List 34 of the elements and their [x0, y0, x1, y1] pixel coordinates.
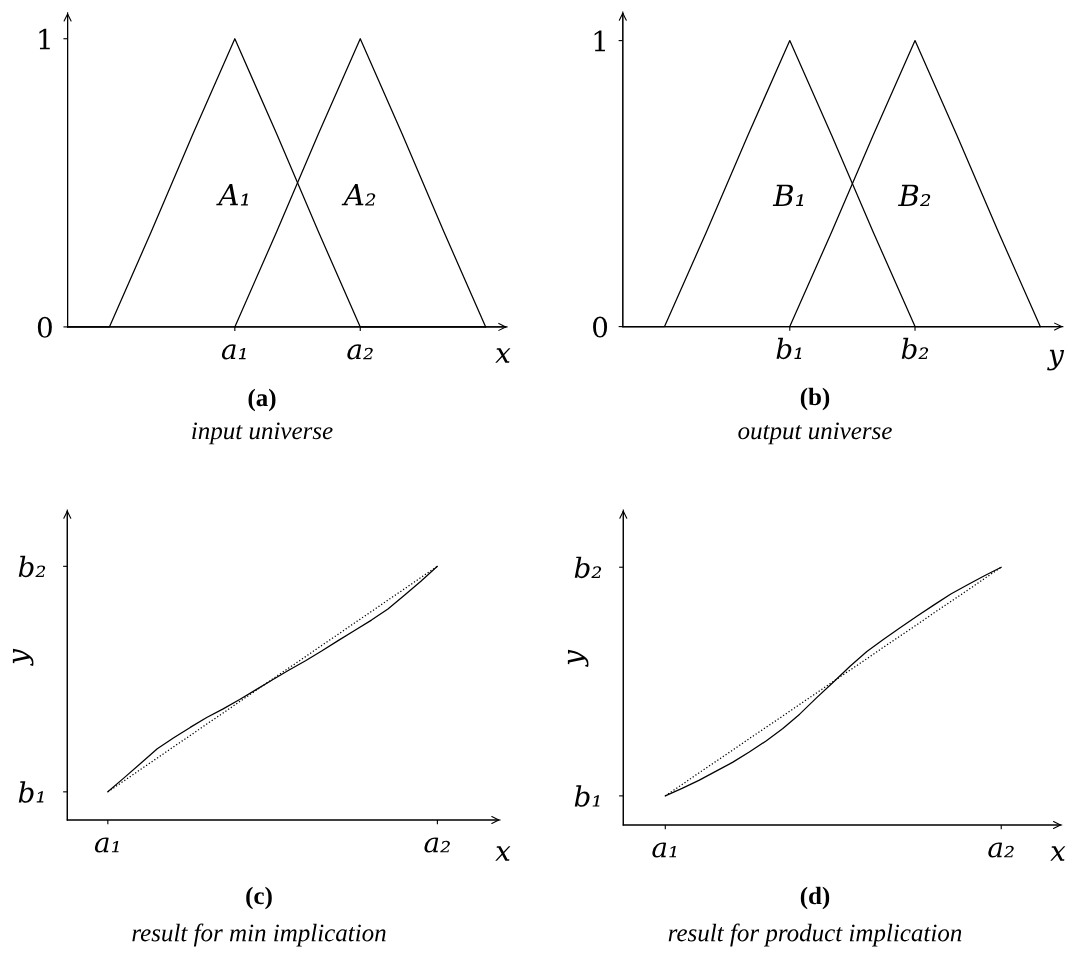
annotation: A₂ [341, 184, 376, 206]
x-tick-label: a₂ [347, 344, 373, 360]
y-tick-label: 0 [593, 316, 608, 338]
x-tick-label: a₁ [94, 837, 119, 853]
y-axis-title: y [567, 649, 589, 667]
text: b₂ [574, 556, 602, 579]
x-tick-label: a₁ [652, 842, 677, 858]
x-tick-label: b₂ [901, 337, 929, 360]
y-tick-label: 0 [37, 316, 52, 338]
x-axis-title: x [1050, 846, 1066, 861]
text: (a) [248, 388, 276, 412]
text: result for product implication [668, 923, 962, 947]
x-axis-title: x [495, 348, 511, 363]
text: output universe [738, 422, 892, 445]
text: (b) [800, 387, 830, 411]
x-axis-title: x [495, 846, 511, 861]
y-tick-label: 1 [39, 28, 50, 50]
text: result for min implication [132, 923, 386, 947]
x-tick-label: a₂ [424, 837, 450, 853]
text: input universe [192, 422, 333, 445]
text: b₁ [18, 781, 44, 803]
x-tick-label: b₁ [776, 337, 802, 360]
text: b₂ [18, 555, 46, 578]
x-tick-label: a₂ [988, 842, 1014, 858]
text: b₁ [574, 785, 600, 807]
annotation: A₁ [216, 184, 249, 206]
y-tick-label: 1 [594, 30, 605, 52]
text: (d) [800, 886, 830, 910]
y-axis-title: y [12, 648, 34, 666]
annotation: B₁ [772, 184, 804, 207]
annotation: B₂ [898, 184, 931, 207]
x-axis-title: y [1047, 349, 1065, 371]
x-tick-label: a₁ [221, 344, 246, 360]
text: (c) [246, 886, 272, 910]
